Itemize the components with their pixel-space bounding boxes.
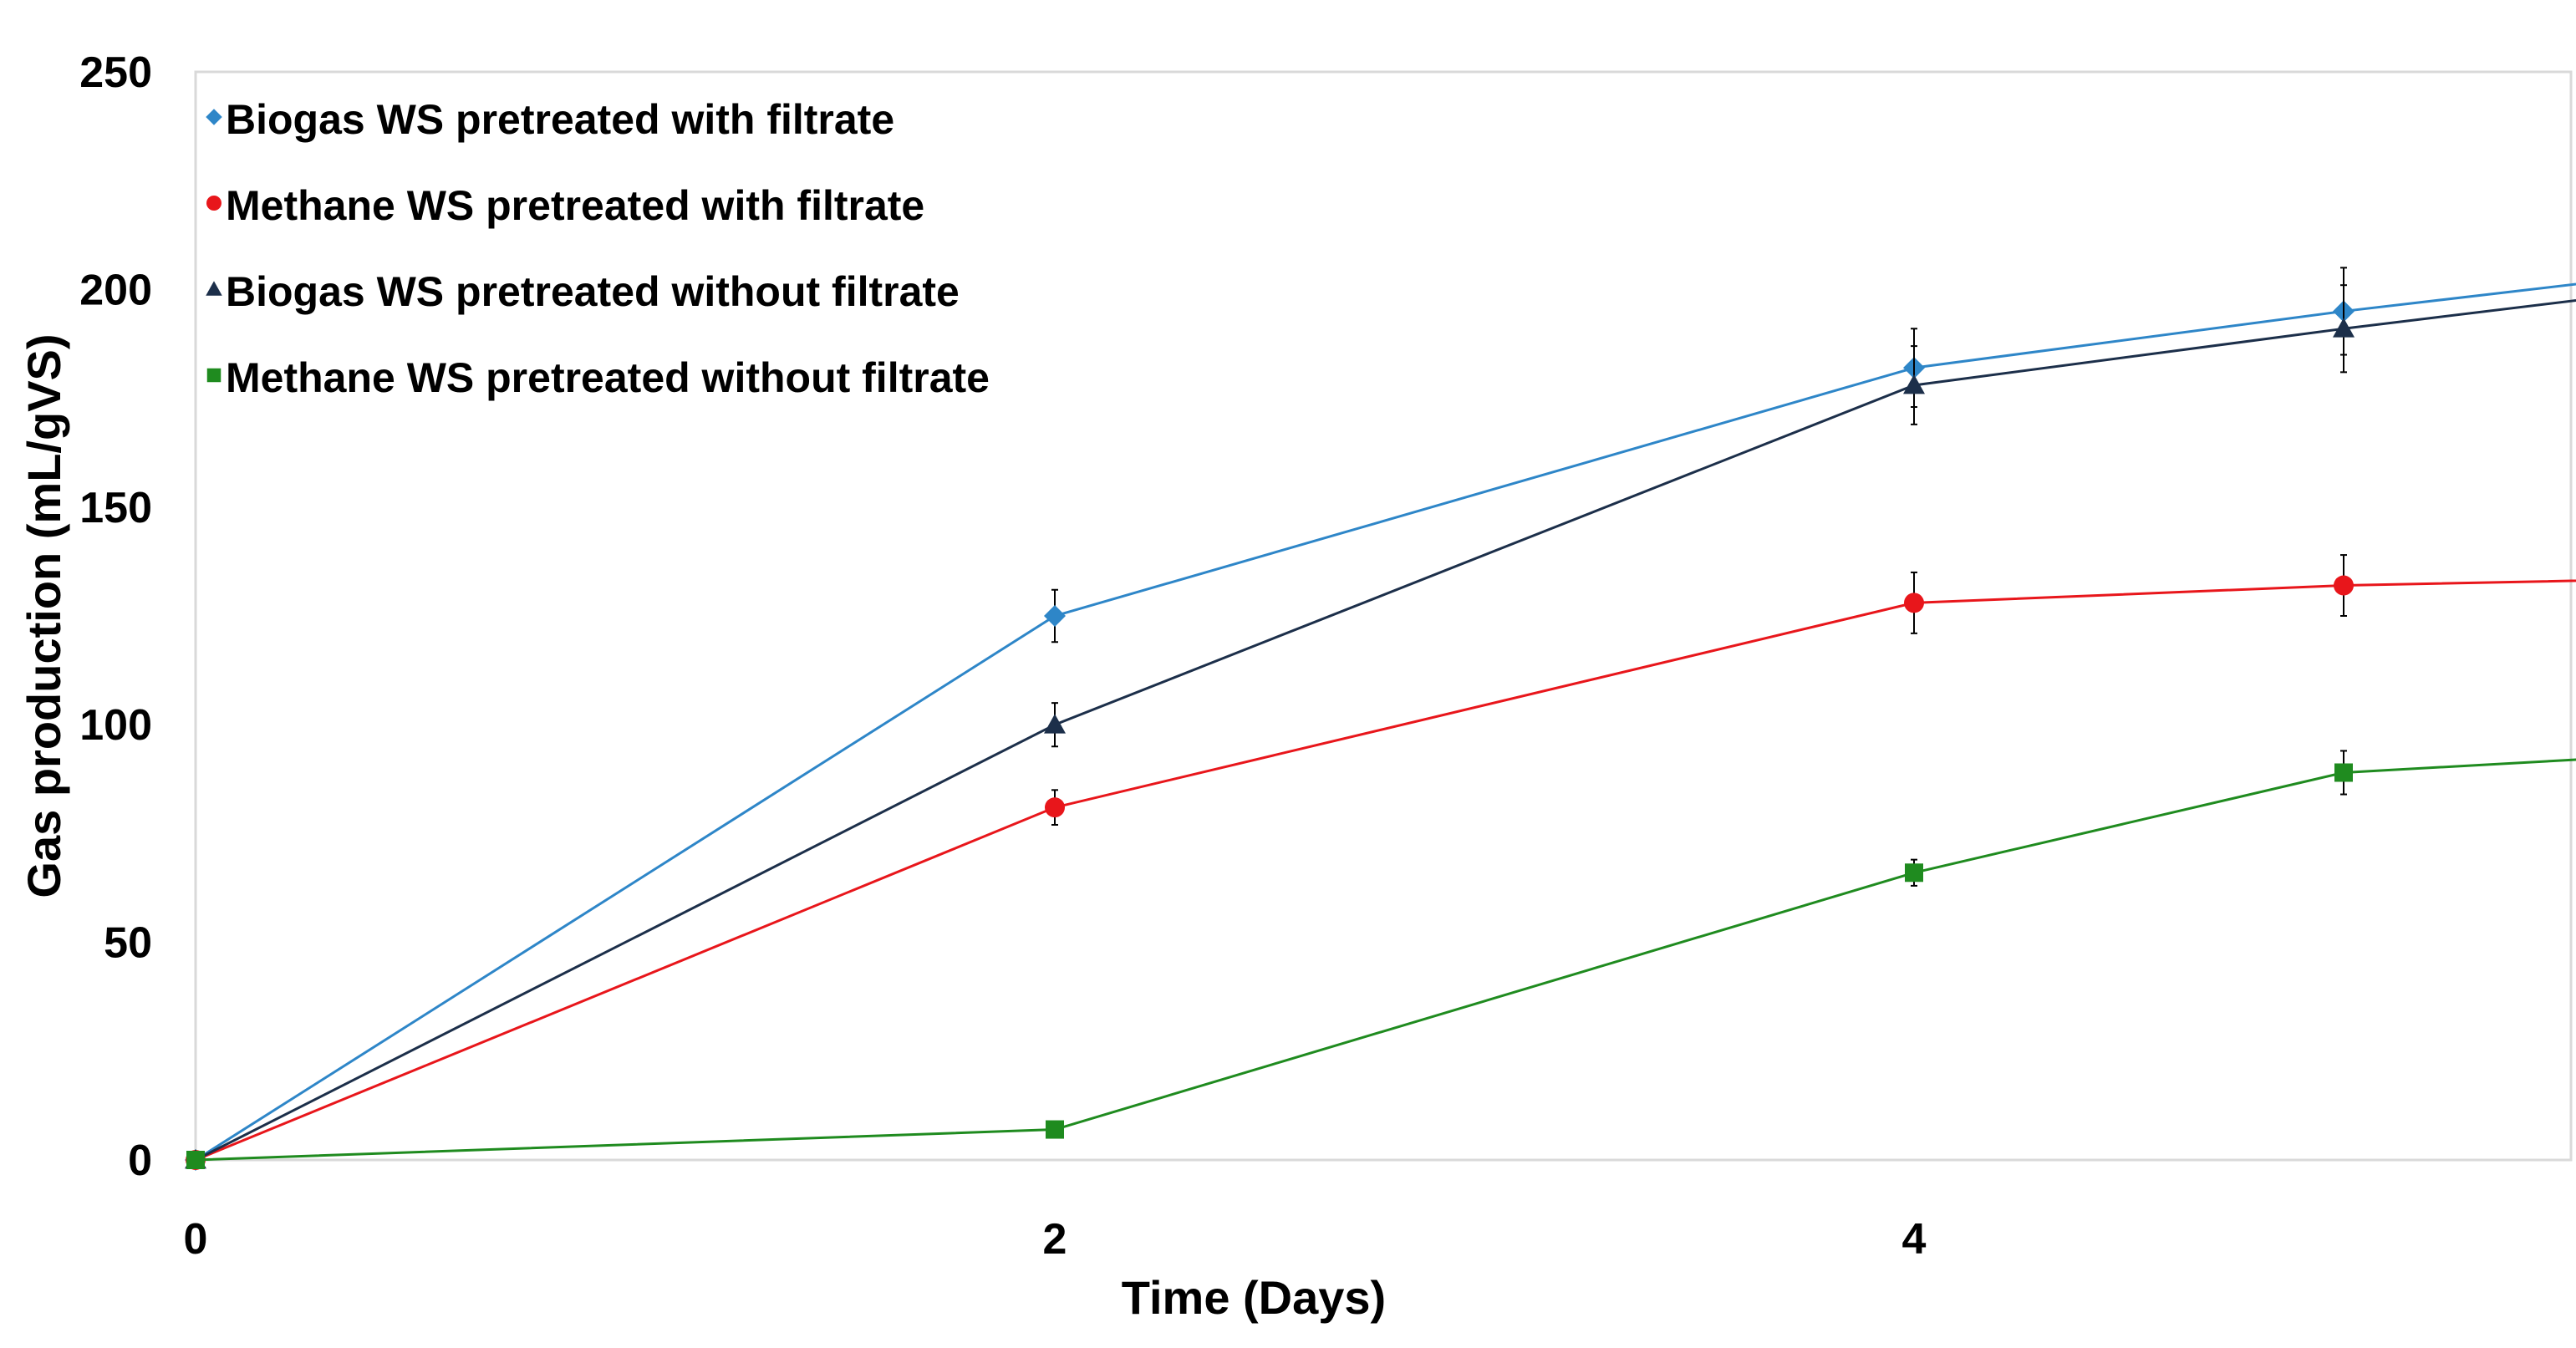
series-4 <box>186 750 2576 1169</box>
legend-marker <box>206 196 221 211</box>
legend: Biogas WS pretreated with filtrate Methan… <box>206 96 990 401</box>
legend-label: Biogas WS pretreated with filtrate <box>226 96 894 143</box>
series-layer <box>185 267 2576 1171</box>
x-tick-label: 2 <box>1043 1215 1067 1264</box>
legend-item: Biogas WS pretreated with filtrate <box>206 96 894 143</box>
legend-item: Biogas WS pretreated without filtrate <box>206 268 960 315</box>
y-tick-label: 0 <box>128 1137 152 1185</box>
data-point <box>2333 318 2355 338</box>
axes: 0501001502002500246810 <box>79 48 1927 1264</box>
data-point <box>1046 1120 1064 1139</box>
y-tick-label: 150 <box>79 484 152 532</box>
series-line <box>195 758 2576 1162</box>
y-tick-label: 250 <box>79 48 152 97</box>
data-point <box>2334 763 2353 782</box>
x-tick-label: 4 <box>1902 1215 1927 1264</box>
y-tick-label: 100 <box>79 701 152 750</box>
legend-marker <box>206 109 222 125</box>
series-3 <box>185 284 2576 1169</box>
plot-area <box>194 70 2573 1162</box>
data-point <box>1044 605 1066 627</box>
data-point <box>1904 593 1924 613</box>
y-tick-label: 50 <box>104 919 152 968</box>
data-point <box>1044 714 1066 734</box>
x-axis-label: Time (Days) <box>1122 1271 1386 1324</box>
data-point <box>1045 797 1065 818</box>
legend-label: Methane WS pretreated with filtrate <box>226 182 924 229</box>
legend-label: Methane WS pretreated without filtrate <box>226 354 990 401</box>
data-point <box>1905 863 1923 883</box>
series-line <box>195 282 2576 1162</box>
series-line <box>195 579 2576 1162</box>
legend-item: Methane WS pretreated with filtrate <box>206 182 924 229</box>
y-tick-label: 200 <box>79 266 152 314</box>
y-axis-label: Gas production (mL/gVS) <box>18 333 70 898</box>
legend-label: Biogas WS pretreated without filtrate <box>226 268 960 315</box>
legend-item: Methane WS pretreated without filtrate <box>206 354 990 401</box>
series-2 <box>186 554 2576 1170</box>
x-tick-label: 0 <box>184 1215 208 1264</box>
data-point <box>2334 575 2354 596</box>
data-point <box>1903 374 1925 394</box>
legend-marker <box>206 368 221 383</box>
legend-marker <box>206 281 222 296</box>
series-line <box>195 298 2576 1162</box>
data-point <box>186 1151 205 1169</box>
